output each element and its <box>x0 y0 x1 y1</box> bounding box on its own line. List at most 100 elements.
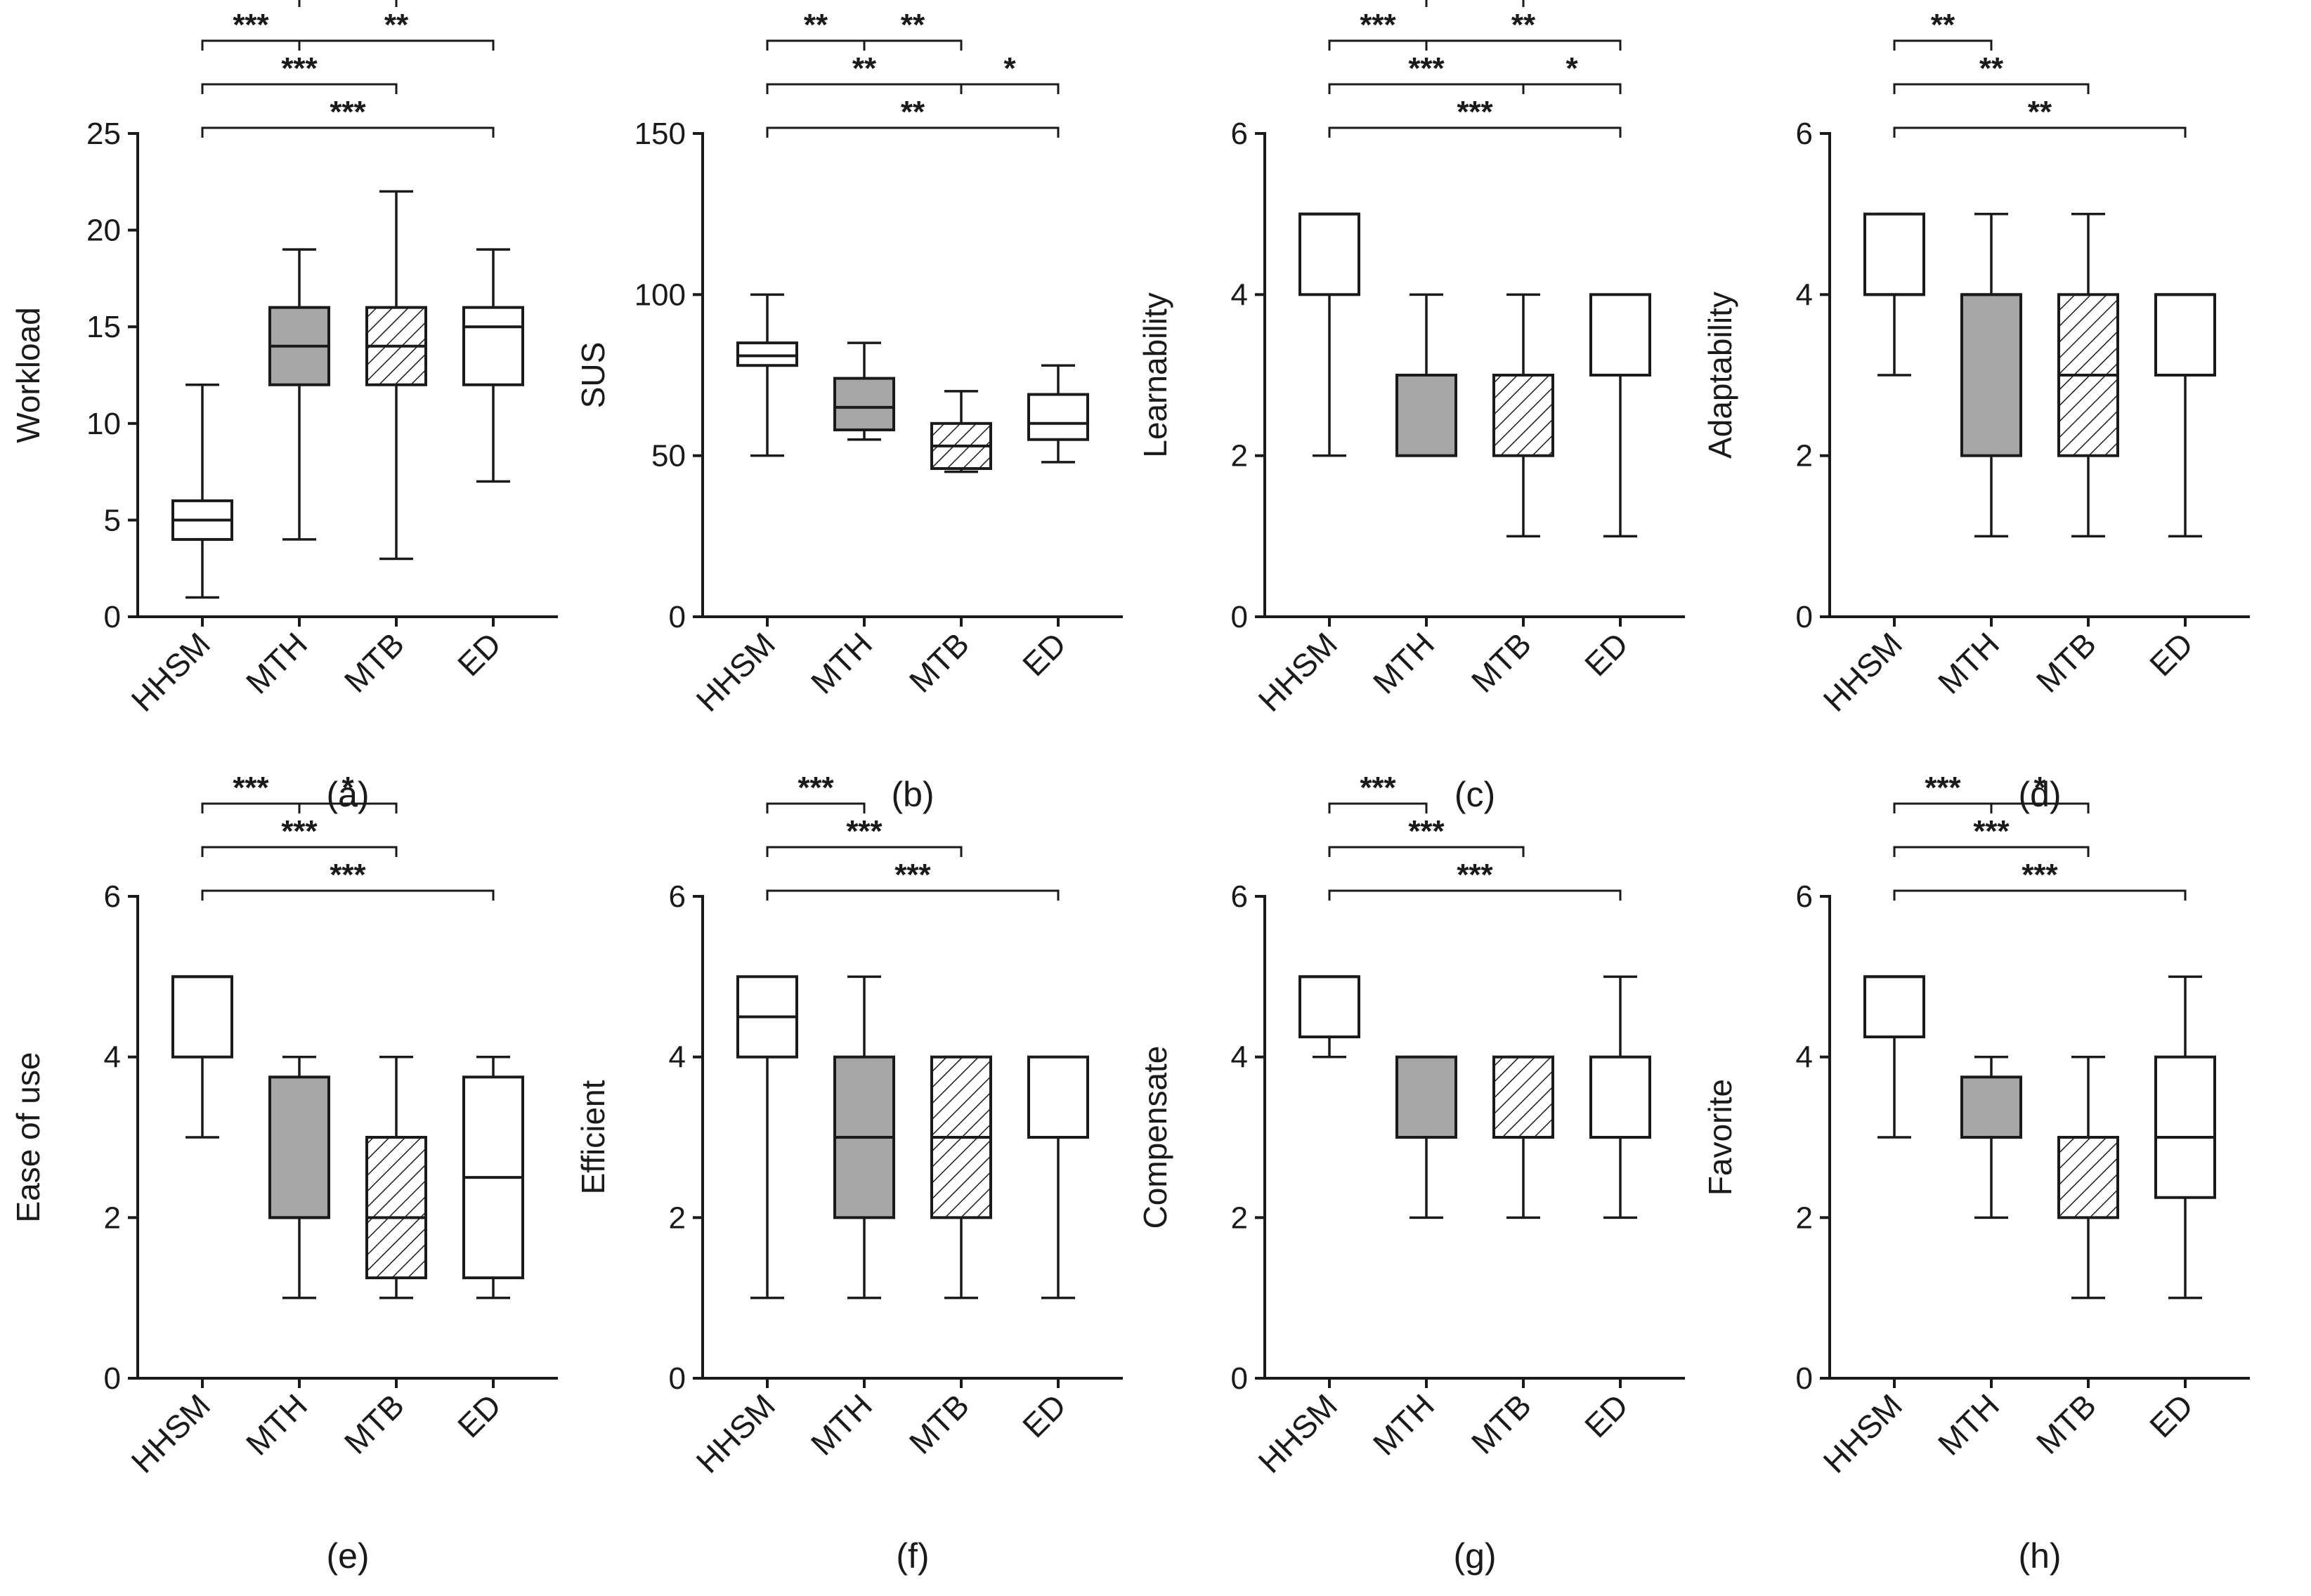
interquartile-box <box>1027 1055 1089 1139</box>
y-tick-label: 10 <box>86 407 121 441</box>
box-ed <box>2154 975 2216 1300</box>
box-mtb <box>365 190 427 561</box>
significance-bracket: ** <box>298 8 495 51</box>
significance-bracket: ** <box>1893 51 2090 94</box>
box-hhsm <box>736 975 798 1300</box>
significance-bracket: ** <box>766 51 963 94</box>
significance-stars: *** <box>894 858 931 892</box>
y-tick-label: 2 <box>104 1201 121 1235</box>
box-ed <box>1589 975 1651 1219</box>
bracket-line <box>1328 889 1622 901</box>
y-tick-label: 0 <box>104 600 121 634</box>
box-hhsm <box>1863 975 1925 1139</box>
box-hhsm <box>736 293 798 457</box>
bracket-line <box>201 802 301 813</box>
box-ed <box>462 1055 524 1300</box>
category-label-hhsm: HHSM <box>689 625 783 719</box>
interquartile-box <box>268 1075 330 1219</box>
box-hhsm <box>1863 212 1925 377</box>
y-tick-label: 5 <box>104 503 121 537</box>
interquartile-box <box>1298 975 1360 1039</box>
category-label-ed: ED <box>450 625 508 683</box>
significance-stars: * <box>341 771 354 805</box>
significance-stars: *** <box>798 771 834 805</box>
box-mtb <box>365 1055 427 1300</box>
bracket-line <box>1990 802 2090 813</box>
category-label-ed: ED <box>1015 625 1073 683</box>
bracket-line <box>960 83 1060 94</box>
box-hhsm <box>1298 975 1360 1059</box>
bracket-line <box>201 126 495 138</box>
panel-label: (a) <box>326 775 369 814</box>
significance-stars: * <box>1003 51 1016 86</box>
category-label-ed: ED <box>1577 1387 1635 1444</box>
box-mtb <box>930 390 992 473</box>
significance-bracket: * <box>1522 51 1622 94</box>
significance-bracket: * <box>1990 771 2090 813</box>
y-axis-label: Efficient <box>575 1080 611 1194</box>
bracket-line <box>766 83 963 94</box>
significance-bracket: ** <box>863 8 963 51</box>
y-tick-label: 6 <box>1231 879 1248 914</box>
box-mtb <box>1492 1055 1554 1219</box>
significance-bracket: ** <box>1425 8 1622 51</box>
category-label-hhsm: HHSM <box>1251 1387 1345 1480</box>
y-tick-label: 15 <box>86 310 121 344</box>
significance-stars: ** <box>1931 8 1955 42</box>
box-mth <box>1395 1055 1457 1219</box>
y-tick-label: 4 <box>1231 1040 1248 1075</box>
bracket-line <box>766 846 963 857</box>
significance-stars: ** <box>384 8 409 42</box>
box-mtb <box>2057 1055 2119 1300</box>
y-tick-label: 4 <box>1796 1040 1813 1075</box>
box-hhsm <box>1298 212 1360 457</box>
significance-bracket: *** <box>1893 771 1993 813</box>
box-mth <box>1960 1055 2022 1219</box>
box-ed <box>1027 364 1089 464</box>
panel-label: (c) <box>1454 775 1495 814</box>
category-label-hhsm: HHSM <box>689 1387 783 1480</box>
significance-bracket: *** <box>1328 51 1525 94</box>
bracket-line <box>298 802 398 813</box>
interquartile-box <box>1492 374 1554 457</box>
category-label-ed: ED <box>1015 1387 1073 1444</box>
significance-stars: *** <box>1973 814 2010 849</box>
significance-bracket: ** <box>766 95 1060 138</box>
significance-stars: ** <box>901 95 925 129</box>
bracket-line <box>1893 802 1993 813</box>
significance-bracket: *** <box>1328 8 1428 51</box>
significance-bracket: *** <box>1893 814 2090 857</box>
y-axis-label: Adaptability <box>1702 292 1738 459</box>
y-tick-label: 0 <box>1231 1361 1248 1396</box>
chart-panel-f: 0 2 4 6 Efficient HHSM MTH MTB ED *** *** *** (f) <box>575 771 1123 1576</box>
significance-stars: *** <box>281 51 318 86</box>
bracket-line <box>766 126 1060 138</box>
bracket-line <box>766 39 866 51</box>
box-mth <box>1395 293 1457 457</box>
significance-stars: *** <box>846 814 883 849</box>
box-mtb <box>930 1055 992 1300</box>
y-tick-label: 0 <box>1796 1361 1813 1396</box>
y-tick-label: 0 <box>1231 600 1248 634</box>
panel-label: (d) <box>2018 775 2061 814</box>
category-label-mtb: MTB <box>902 625 976 699</box>
box-mth <box>833 975 895 1300</box>
y-tick-label: 6 <box>669 879 686 914</box>
significance-stars: ** <box>852 51 877 86</box>
significance-bracket: * <box>960 51 1060 94</box>
box-ed <box>2154 293 2216 538</box>
bracket-line <box>1893 126 2187 138</box>
significance-bracket: *** <box>201 814 398 857</box>
box-mth <box>268 1055 330 1300</box>
bracket-line <box>1893 846 2090 857</box>
chart-panel-g: 0 2 4 6 Compensate HHSM MTH MTB ED *** *** *** (g) <box>1137 771 1685 1576</box>
category-label-mtb: MTB <box>2029 625 2103 699</box>
y-tick-label: 0 <box>104 1361 121 1396</box>
bracket-line <box>298 0 398 7</box>
interquartile-box <box>736 341 798 367</box>
box-mth <box>1960 212 2022 538</box>
box-mtb <box>2057 212 2119 538</box>
significance-bracket: *** <box>201 771 301 813</box>
